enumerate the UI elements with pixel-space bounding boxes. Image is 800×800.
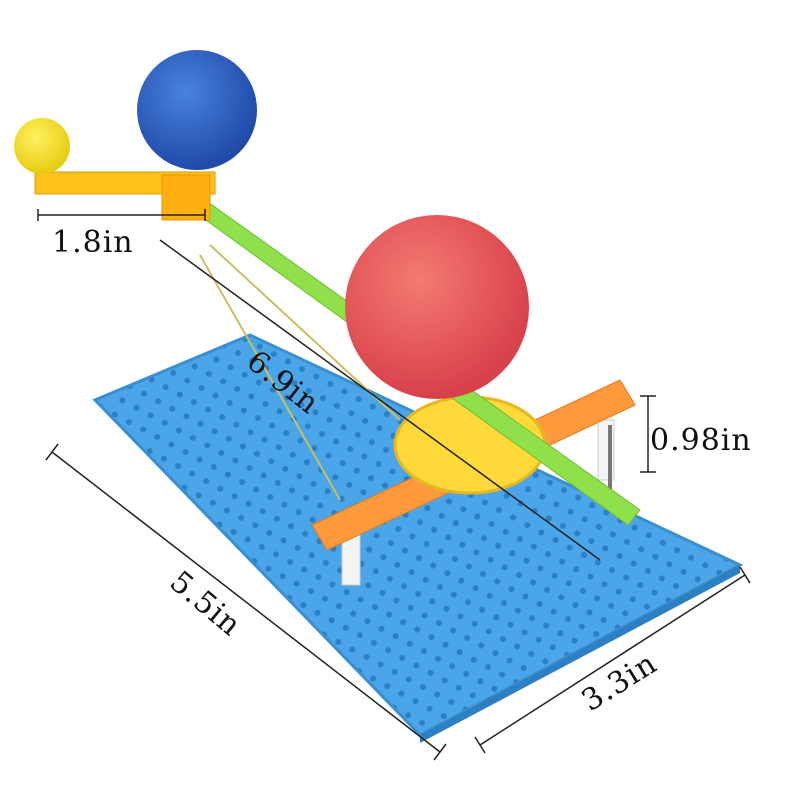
base-plate-edge bbox=[420, 565, 740, 743]
earth-ball bbox=[137, 50, 257, 170]
yellow-arm-hub bbox=[161, 174, 211, 221]
belt bbox=[199, 254, 341, 501]
moon-ball bbox=[14, 118, 70, 174]
sun-ball bbox=[345, 215, 529, 399]
base-length-label: 5.5in bbox=[163, 564, 248, 643]
dimension-lines bbox=[37, 209, 751, 761]
arm-length-label: 1.8in bbox=[52, 225, 134, 260]
post-height-label: 0.98in bbox=[650, 423, 752, 458]
base-width-label: 3.3in bbox=[576, 646, 664, 719]
